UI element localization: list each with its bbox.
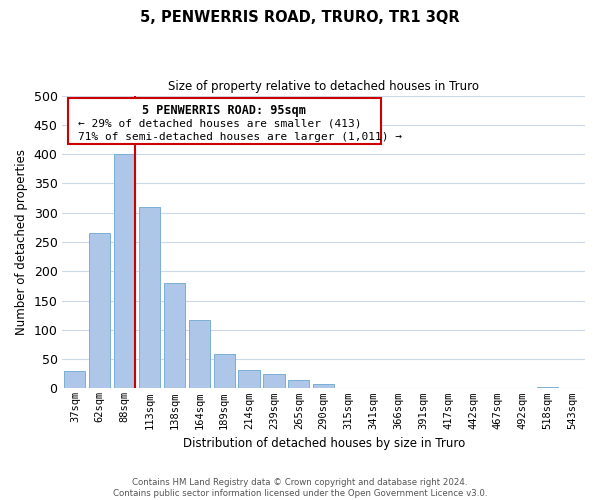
Bar — [238, 370, 260, 388]
Bar — [288, 380, 310, 388]
Text: 5, PENWERRIS ROAD, TRURO, TR1 3QR: 5, PENWERRIS ROAD, TRURO, TR1 3QR — [140, 10, 460, 25]
Bar — [139, 207, 160, 388]
Bar — [89, 233, 110, 388]
Text: ← 29% of detached houses are smaller (413): ← 29% of detached houses are smaller (41… — [78, 118, 362, 128]
Bar — [537, 387, 558, 388]
Bar — [313, 384, 334, 388]
Bar — [263, 374, 284, 388]
Text: 71% of semi-detached houses are larger (1,011) →: 71% of semi-detached houses are larger (… — [78, 132, 402, 142]
Bar — [64, 371, 85, 388]
Bar — [214, 354, 235, 388]
Y-axis label: Number of detached properties: Number of detached properties — [15, 149, 28, 335]
Text: 5 PENWERRIS ROAD: 95sqm: 5 PENWERRIS ROAD: 95sqm — [142, 104, 307, 117]
Bar — [189, 320, 210, 388]
Bar — [164, 283, 185, 389]
Title: Size of property relative to detached houses in Truro: Size of property relative to detached ho… — [168, 80, 479, 93]
X-axis label: Distribution of detached houses by size in Truro: Distribution of detached houses by size … — [182, 437, 465, 450]
Text: Contains HM Land Registry data © Crown copyright and database right 2024.
Contai: Contains HM Land Registry data © Crown c… — [113, 478, 487, 498]
Bar — [114, 154, 135, 388]
FancyBboxPatch shape — [68, 98, 381, 144]
